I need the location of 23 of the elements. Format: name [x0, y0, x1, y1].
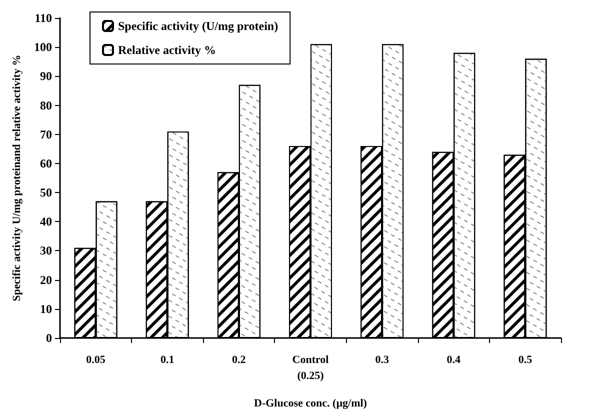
x-tick-label: Control (0.25)	[292, 354, 329, 382]
x-tick-label: 0.5	[518, 354, 533, 366]
y-tick-label: 110	[34, 11, 52, 25]
y-tick-label: 70	[40, 127, 52, 142]
y-tick-label: 10	[40, 302, 52, 316]
y-tick-label: 100	[34, 40, 52, 54]
y-tick-label: 40	[40, 214, 52, 229]
legend-label: Specific activity (U/mg protein)	[118, 19, 278, 33]
x-tick-label: 0.3	[375, 354, 390, 366]
y-tick-label: 90	[40, 69, 52, 84]
y-axis-title: Specific activity U/mg proteinand relative activity %	[11, 54, 24, 302]
x-tick-label: 0.1	[160, 354, 174, 366]
y-tick-label: 0	[46, 331, 52, 345]
y-tick-label: 60	[40, 156, 52, 170]
x-tick-label: 0.2	[232, 354, 246, 366]
y-tick-label: 30	[40, 244, 52, 258]
y-tick-label: 80	[40, 98, 52, 112]
y-tick-label: 20	[40, 272, 52, 287]
x-tick-label: 0.4	[446, 354, 462, 366]
x-tick-label: 0.05	[86, 354, 106, 366]
legend-label: Relative activity %	[118, 43, 216, 57]
y-tick-label: 50	[40, 186, 52, 200]
x-axis-title: D-Glucose conc. (µg/ml)	[254, 398, 368, 410]
